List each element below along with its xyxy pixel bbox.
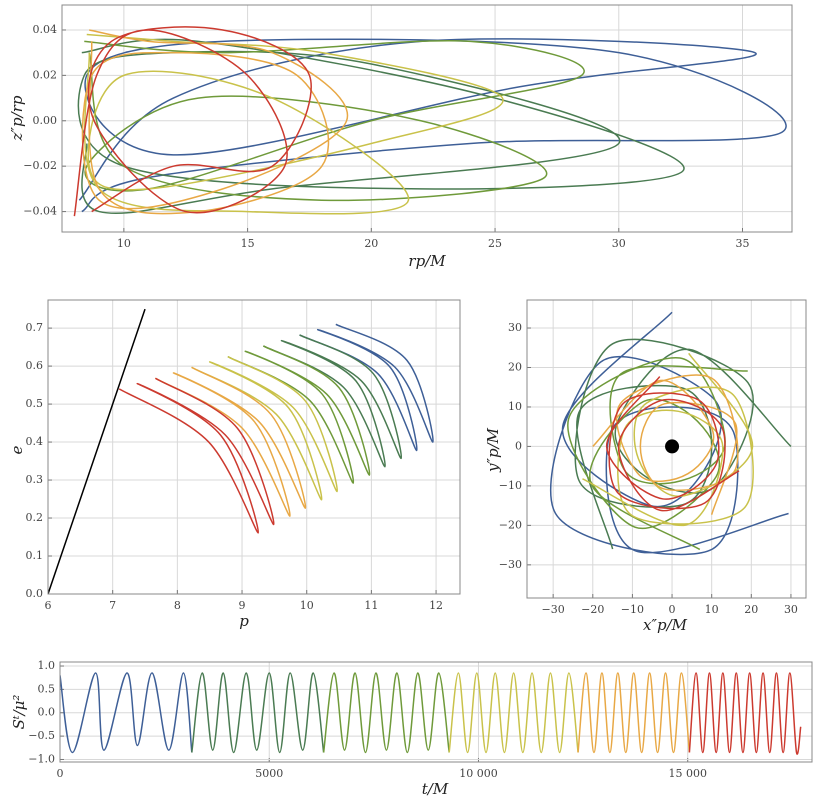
x-tick-label: 0 <box>669 603 676 616</box>
series-line <box>81 29 349 215</box>
series-line <box>60 672 193 754</box>
y-tick-label: 0.5 <box>38 682 56 695</box>
series-line <box>550 311 789 556</box>
x-tick-label: 7 <box>109 599 116 612</box>
x-tick-label: 8 <box>174 599 181 612</box>
x-tick-label: 12 <box>429 599 443 612</box>
x-tick-label: 15 <box>241 237 255 250</box>
y-tick-label: 30 <box>508 321 522 334</box>
y-tick-label: 1.0 <box>38 659 56 672</box>
y-tick-label: 0.0 <box>26 587 44 600</box>
plot-frame <box>526 299 807 599</box>
y-axis-label: Sᵗ/μ² <box>10 695 28 730</box>
x-tick-label: 9 <box>239 599 246 612</box>
series-line <box>77 38 685 215</box>
y-tick-label: 0.7 <box>26 321 44 334</box>
y-tick-label: 0.2 <box>26 511 44 524</box>
x-tick-label: 30 <box>612 237 626 250</box>
x-tick-label: 25 <box>488 237 502 250</box>
series-line <box>83 33 504 215</box>
series-line <box>574 338 792 550</box>
y-tick-label: −30 <box>499 558 522 571</box>
series-line <box>227 345 371 484</box>
plot-frame <box>59 661 813 763</box>
plot-frame <box>61 4 793 233</box>
series-line <box>118 377 275 534</box>
x-tick-label: −30 <box>542 603 565 616</box>
y-tick-label: −0.5 <box>28 729 55 742</box>
x-tick-label: 15 000 <box>668 767 707 780</box>
x-tick-label: 10 <box>117 237 131 250</box>
series-line <box>191 355 338 501</box>
x-tick-label: 11 <box>364 599 378 612</box>
x-tick-label: 10 <box>300 599 314 612</box>
series-line <box>299 323 434 452</box>
y-tick-label: 0.00 <box>33 114 58 127</box>
series-line <box>191 672 325 754</box>
x-axis-label: t/M <box>422 780 449 798</box>
y-tick-label: −20 <box>499 518 522 531</box>
y-tick-label: 10 <box>508 400 522 413</box>
plot-frame <box>47 299 461 595</box>
x-tick-label: 30 <box>784 603 798 616</box>
central-body <box>665 439 680 454</box>
y-tick-label: 0 <box>515 439 522 452</box>
x-tick-label: 0 <box>57 767 64 780</box>
series-line <box>263 334 403 468</box>
series-line <box>154 366 307 517</box>
y-axis-label: y″p/M <box>484 427 502 473</box>
series-line <box>73 26 312 217</box>
x-tick-label: 6 <box>45 599 52 612</box>
series-line <box>577 672 691 754</box>
series-line <box>84 39 585 202</box>
y-tick-label: 20 <box>508 360 522 373</box>
series-line <box>592 374 739 515</box>
x-tick-label: 20 <box>364 237 378 250</box>
y-tick-label: −0.04 <box>23 205 57 218</box>
y-tick-label: −0.02 <box>23 159 57 172</box>
y-tick-label: 0.5 <box>26 397 44 410</box>
x-axis-label: rp/M <box>408 252 446 270</box>
y-tick-label: 0.3 <box>26 473 44 486</box>
series-line <box>688 672 802 755</box>
y-tick-label: 0.0 <box>38 706 56 719</box>
y-axis-label: e <box>8 445 26 454</box>
y-tick-label: −10 <box>499 479 522 492</box>
x-tick-label: 20 <box>744 603 758 616</box>
x-axis-label: x″p/M <box>643 616 688 634</box>
y-tick-label: 0.6 <box>26 359 44 372</box>
y-tick-label: 0.02 <box>33 68 58 81</box>
y-tick-label: 0.04 <box>33 23 58 36</box>
series-line <box>78 38 787 213</box>
y-axis-label: z″p/rp <box>8 95 26 141</box>
y-tick-label: −1.0 <box>28 752 55 765</box>
x-tick-label: 10 000 <box>459 767 498 780</box>
series-line <box>605 376 740 512</box>
x-tick-label: −20 <box>581 603 604 616</box>
x-tick-label: 10 <box>705 603 719 616</box>
y-tick-label: 0.1 <box>26 549 44 562</box>
x-tick-label: 5000 <box>255 767 283 780</box>
x-tick-label: −10 <box>621 603 644 616</box>
series-line <box>48 308 146 594</box>
series-line <box>322 672 450 754</box>
x-axis-label: p <box>239 612 249 630</box>
x-tick-label: 35 <box>736 237 750 250</box>
series-line <box>448 672 579 754</box>
y-tick-label: 0.4 <box>26 435 44 448</box>
